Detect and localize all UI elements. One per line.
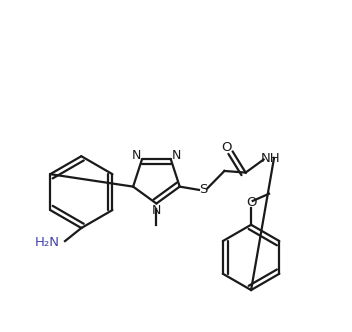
Text: N: N (132, 148, 141, 161)
Text: N: N (152, 204, 161, 217)
Text: O: O (246, 197, 256, 209)
Text: S: S (199, 183, 207, 197)
Text: N: N (172, 148, 181, 161)
Text: H₂N: H₂N (34, 236, 59, 249)
Text: O: O (221, 141, 232, 154)
Text: NH: NH (261, 152, 281, 165)
